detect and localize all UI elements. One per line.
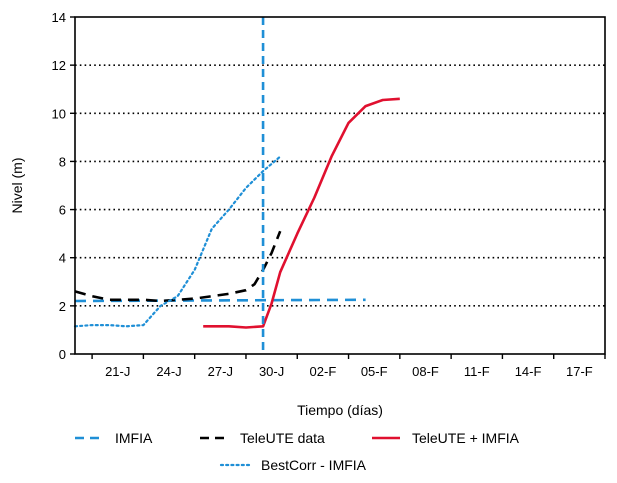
x-axis-label: Tiempo (días): [297, 402, 383, 418]
x-tick-label: 27-J: [208, 364, 233, 379]
y-tick-label: 12: [52, 58, 66, 73]
legend-label: TeleUTE + IMFIA: [412, 430, 520, 446]
y-tick-label: 10: [52, 106, 66, 121]
legend-label: IMFIA: [115, 430, 153, 446]
x-tick-label: 08-F: [412, 364, 439, 379]
series-line: [74, 230, 282, 303]
x-tick-label: 02-F: [310, 364, 337, 379]
series-line: [73, 155, 282, 328]
x-tick-label: 24-J: [156, 364, 181, 379]
series-lines: [73, 97, 400, 329]
y-axis-ticks: 0 2 4 6 8 10 12 14: [52, 10, 75, 362]
x-tick-label: 21-J: [105, 364, 130, 379]
x-tick-label: 14-F: [515, 364, 542, 379]
y-tick-label: 14: [52, 10, 66, 25]
plot-frame: [74, 16, 606, 355]
x-tick-label: 30-J: [259, 364, 284, 379]
series-line: [203, 97, 400, 329]
y-tick-label: 8: [59, 154, 66, 169]
series-line: [74, 298, 366, 303]
y-tick-label: 0: [59, 347, 66, 362]
x-tick-label: 05-F: [361, 364, 388, 379]
y-tick-label: 4: [59, 251, 66, 266]
legend: IMFIA TeleUTE data TeleUTE + IMFIA BestCorr…: [75, 430, 520, 473]
y-axis-label: Nivel (m): [9, 158, 25, 214]
legend-label: BestCorr - IMFIA: [261, 457, 367, 473]
grid-lines: [75, 64, 605, 307]
x-tick-label: 17-F: [566, 364, 593, 379]
y-tick-label: 6: [59, 203, 66, 218]
x-axis-ticks: 21-J 24-J 27-J 30-J 02-F 05-F 08-F 11-F 14-F 17-F: [91, 354, 606, 379]
y-tick-label: 2: [59, 299, 66, 314]
x-tick-label: 11-F: [464, 364, 490, 379]
legend-label: TeleUTE data: [240, 430, 325, 446]
